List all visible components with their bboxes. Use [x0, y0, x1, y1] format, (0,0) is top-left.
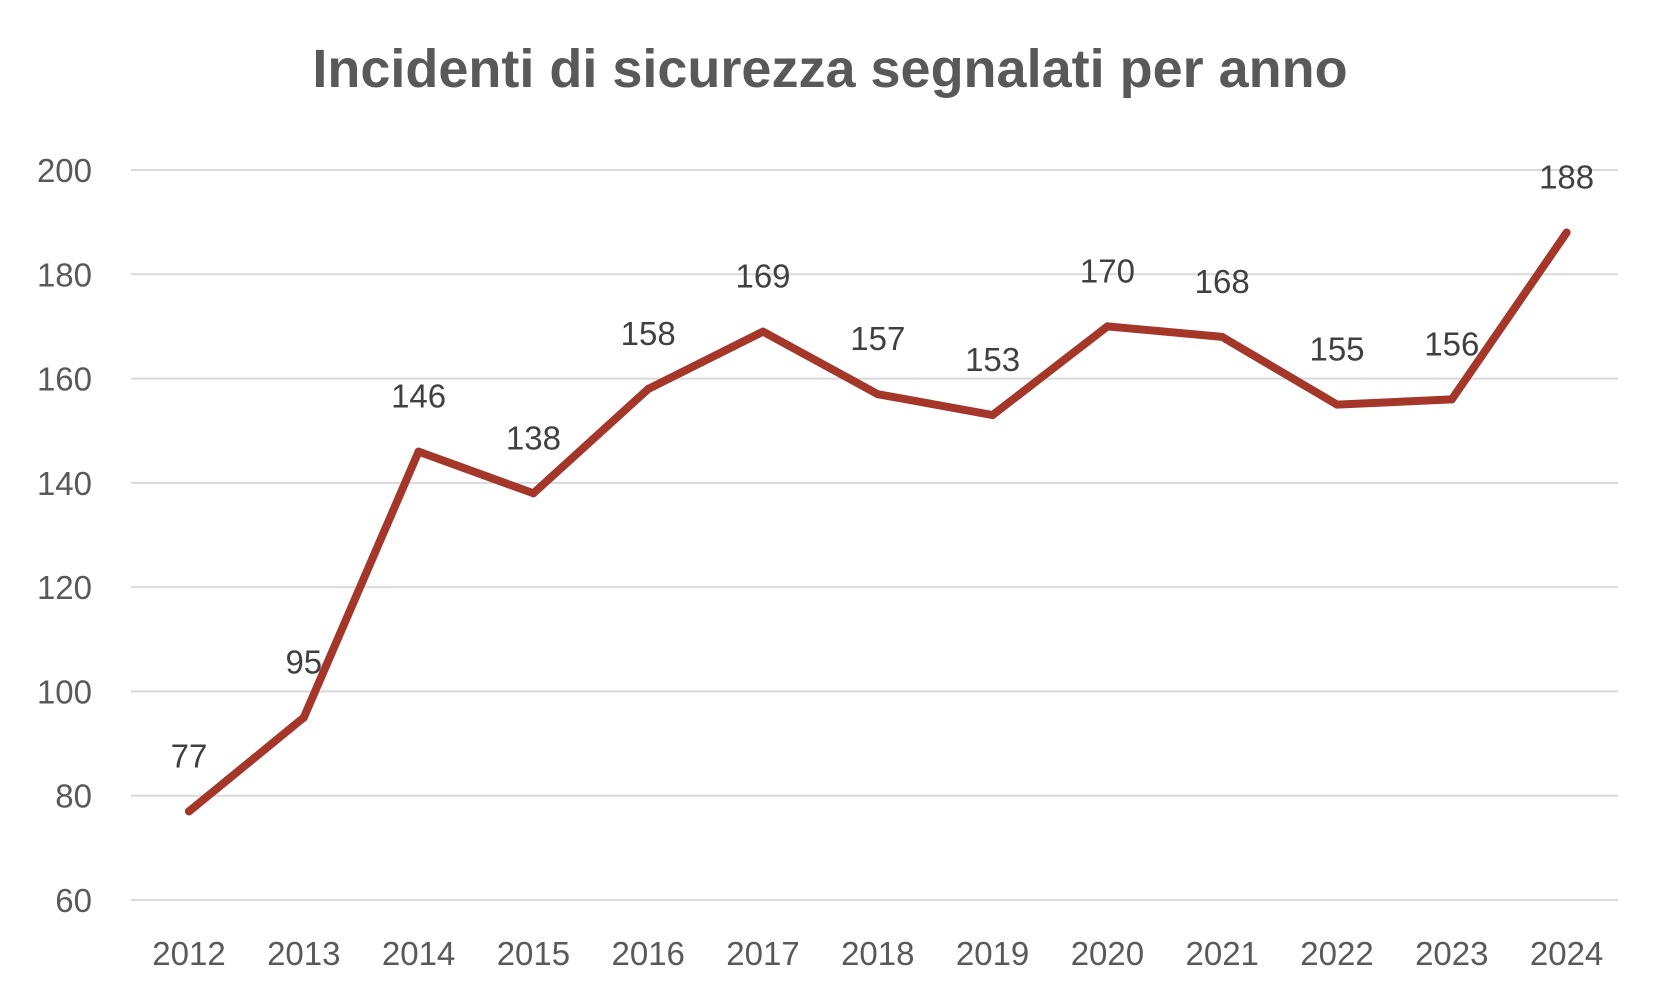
data-label: 146 [391, 378, 446, 415]
x-tick-label: 2021 [1185, 935, 1258, 972]
y-tick-label: 100 [37, 673, 92, 710]
x-tick-label: 2019 [956, 935, 1029, 972]
data-label: 168 [1195, 263, 1250, 300]
x-tick-label: 2020 [1071, 935, 1144, 972]
data-point [759, 327, 767, 336]
x-tick-label: 2022 [1300, 935, 1373, 972]
data-label: 153 [965, 341, 1020, 378]
data-point [644, 385, 653, 393]
data-point [185, 807, 193, 816]
y-tick-label: 200 [37, 152, 92, 189]
data-point [1218, 332, 1227, 341]
x-tick-label: 2018 [841, 935, 914, 972]
data-point [299, 713, 308, 722]
x-tick-label: 2024 [1530, 935, 1603, 972]
data-label: 155 [1309, 331, 1364, 368]
data-label: 188 [1539, 159, 1594, 196]
data-label: 158 [621, 315, 676, 352]
data-label: 95 [285, 644, 322, 681]
series-layer [185, 228, 1571, 816]
x-axis-ticks: 2012 2013 2014 2015 2016 2017 2018 2019 2020 2021… [152, 935, 1603, 972]
y-tick-label: 140 [37, 465, 92, 502]
data-labels: 77 95 146 138 158 169 157 153 170 168 155 156 188 [171, 159, 1594, 775]
y-tick-label: 160 [37, 361, 92, 398]
x-tick-label: 2016 [611, 935, 684, 972]
data-label: 169 [735, 258, 790, 295]
y-tick-label: 120 [37, 569, 92, 606]
data-label: 157 [850, 320, 905, 357]
data-label: 138 [506, 419, 561, 456]
gridlines [131, 169, 1618, 901]
data-point [414, 447, 423, 456]
x-tick-label: 2017 [726, 935, 799, 972]
x-tick-label: 2014 [382, 935, 455, 972]
x-tick-label: 2023 [1415, 935, 1488, 972]
data-point [1447, 395, 1456, 404]
data-point [1333, 400, 1341, 409]
data-point [873, 390, 882, 399]
data-point [1562, 228, 1571, 237]
data-point [988, 411, 997, 420]
data-point [1103, 322, 1112, 331]
x-tick-label: 2012 [152, 935, 225, 972]
data-label: 156 [1424, 325, 1479, 362]
x-tick-label: 2013 [267, 935, 340, 972]
data-label: 170 [1080, 252, 1135, 289]
y-tick-label: 80 [55, 778, 92, 815]
x-tick-label: 2015 [497, 935, 570, 972]
y-axis-ticks: 60 80 100 120 140 160 180 200 [37, 152, 92, 919]
y-tick-label: 60 [55, 882, 92, 919]
chart-title: Incidenti di sicurezza segnalati per ann… [312, 39, 1348, 99]
data-point [529, 489, 538, 498]
y-tick-label: 180 [37, 256, 92, 293]
data-label: 77 [171, 737, 208, 774]
